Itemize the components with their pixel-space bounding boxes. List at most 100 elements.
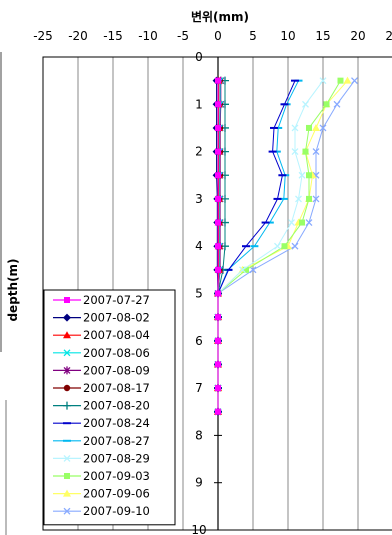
y-tick-label: 4	[195, 239, 203, 253]
y-tick-label: 2	[195, 145, 203, 159]
data-point	[215, 266, 221, 273]
data-point	[291, 242, 299, 250]
data-point	[215, 148, 221, 155]
legend-label: 2007-08-29	[83, 451, 150, 465]
legend-marker	[63, 384, 71, 392]
y-tick-label: 0	[195, 50, 203, 64]
data-point	[306, 172, 312, 179]
y-tick-label: 10	[191, 523, 206, 535]
legend-marker	[63, 331, 71, 339]
x-tick-label: -10	[138, 29, 158, 43]
data-point	[288, 219, 295, 227]
data-point	[215, 77, 221, 84]
data-point	[215, 337, 221, 344]
legend: 2007-07-27 2007-08-02 2007-08-04 2007-08-06…	[43, 289, 176, 526]
data-point	[291, 124, 299, 132]
legend-marker	[64, 473, 70, 479]
legend-item: 2007-08-04	[53, 328, 150, 342]
x-tick-label: 5	[249, 29, 257, 43]
x-tick-label: -25	[33, 29, 53, 43]
data-point	[302, 148, 309, 155]
legend-item: 2007-09-10	[53, 504, 150, 518]
data-point	[249, 266, 257, 274]
x-tick-label: 10	[280, 29, 295, 43]
y-tick-label: 8	[195, 428, 203, 442]
legend-item: 2007-08-06	[53, 346, 150, 360]
data-point	[312, 148, 320, 156]
data-point	[215, 219, 221, 226]
x-tick-label: 0	[214, 29, 222, 43]
legend-item: 2007-08-09	[53, 363, 150, 377]
y-tick-label: 9	[195, 476, 203, 490]
data-point	[343, 76, 352, 84]
data-point	[323, 101, 330, 108]
data-point	[319, 77, 327, 85]
legend-item: 2007-08-02	[53, 311, 150, 325]
legend-marker	[64, 297, 70, 303]
legend-label: 2007-09-03	[83, 469, 150, 483]
legend-label: 2007-08-06	[83, 346, 150, 360]
legend-item: 2007-08-24	[53, 416, 150, 430]
legend-marker	[63, 454, 71, 462]
data-point	[312, 123, 320, 131]
x-tick-label: -5	[177, 29, 189, 43]
legend-label: 2007-08-24	[83, 416, 150, 430]
y-tick-label: 1	[195, 97, 203, 111]
legend-item: 2007-08-17	[53, 381, 150, 395]
data-point	[215, 408, 221, 415]
x-tick-labels: -25 -20 -15 -10 -5 0 5 10 15 20 25	[33, 29, 392, 43]
legend-label: 2007-07-27	[83, 293, 150, 307]
data-point	[215, 195, 221, 202]
data-point	[295, 195, 302, 203]
data-point	[215, 361, 221, 368]
data-point	[351, 77, 358, 85]
x-tick-label: 25	[385, 29, 392, 43]
legend-label: 2007-09-06	[83, 487, 150, 501]
legend-label: 2007-08-20	[83, 399, 150, 413]
chart-title: 변위(mm)	[191, 9, 249, 24]
legend-marker	[63, 313, 71, 322]
legend-item: 2007-08-29	[53, 451, 150, 465]
y-tick-label: 3	[195, 192, 203, 206]
legend-marker	[63, 401, 71, 410]
y-tick-label: 5	[195, 287, 203, 301]
data-point	[215, 314, 221, 321]
legend-marker	[63, 349, 71, 357]
legend-item: 2007-07-27	[53, 293, 150, 307]
series-layer	[212, 76, 358, 416]
data-point	[215, 385, 221, 392]
data-point	[215, 101, 221, 108]
data-point	[215, 172, 221, 179]
x-tick-label: 20	[350, 29, 365, 43]
x-tick-label: -15	[103, 29, 123, 43]
data-point	[306, 124, 312, 131]
legend-item: 2007-09-03	[53, 469, 150, 483]
legend-label: 2007-08-04	[83, 328, 150, 342]
x-tick-label: 15	[315, 29, 330, 43]
data-point	[312, 195, 320, 203]
legend-label: 2007-08-17	[83, 381, 150, 395]
legend-marker	[63, 489, 71, 497]
x-tick-label: -20	[68, 29, 88, 43]
legend-item: 2007-08-20	[53, 399, 150, 413]
data-point	[274, 242, 281, 250]
data-point	[215, 243, 221, 250]
legend-marker	[63, 366, 71, 375]
legend-label: 2007-08-02	[83, 311, 150, 325]
data-point	[291, 148, 299, 156]
data-point	[333, 100, 341, 108]
data-point	[319, 124, 327, 132]
data-point	[302, 100, 309, 108]
data-point	[239, 266, 246, 274]
data-point	[305, 219, 313, 227]
data-point	[215, 124, 221, 131]
series-2007-07-27	[215, 77, 221, 415]
legend-item: 2007-08-27	[53, 434, 150, 448]
legend-label: 2007-08-27	[83, 434, 150, 448]
data-point	[243, 266, 249, 273]
data-point	[306, 195, 312, 202]
y-tick-label: 7	[195, 381, 203, 395]
data-point	[299, 219, 305, 226]
y-tick-label: 6	[195, 334, 203, 348]
